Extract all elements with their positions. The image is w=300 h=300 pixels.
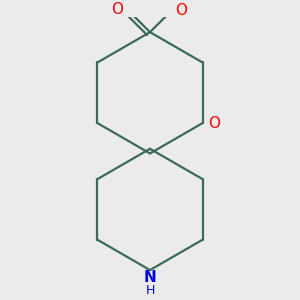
Text: O: O: [175, 3, 187, 18]
Text: O: O: [112, 2, 124, 17]
Text: H: H: [145, 284, 155, 297]
Text: O: O: [208, 116, 220, 130]
Text: N: N: [144, 270, 156, 285]
